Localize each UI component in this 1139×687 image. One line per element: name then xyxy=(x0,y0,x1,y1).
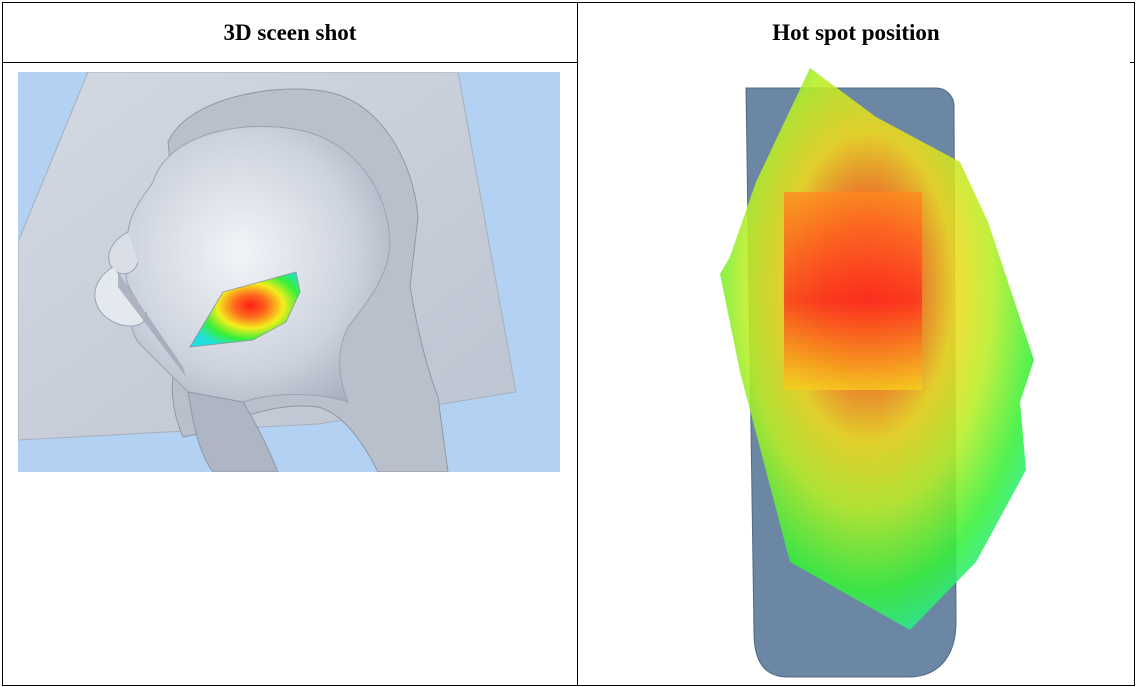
header-divider xyxy=(3,62,1134,63)
3d-screenshot-image xyxy=(18,72,560,472)
header-3d-screen-shot: 3D sceen shot xyxy=(223,19,357,45)
header-hot-spot-position: Hot spot position xyxy=(772,19,940,45)
hot-spot-position-image xyxy=(578,62,1130,682)
column-divider xyxy=(577,3,578,685)
